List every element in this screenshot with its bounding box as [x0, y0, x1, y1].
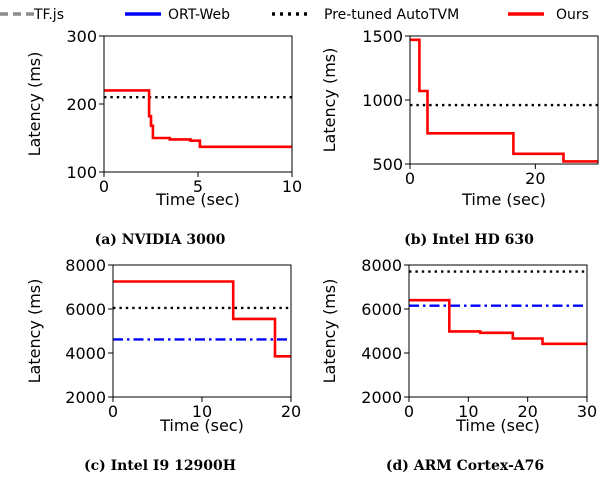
x-tick-label: 30	[577, 402, 597, 421]
y-tick-label: 100	[66, 163, 97, 182]
chart-panel-2: 500 1000 1500 0 20 Time (sec) Latency (ms) (b) …	[320, 27, 599, 248]
y-axis-label: Latency (ms)	[320, 48, 339, 153]
legend-label-pre-tuned-autotvm: Pre-tuned AutoTVM	[324, 7, 459, 23]
x-tick-label: 0	[108, 402, 118, 421]
plot-frame	[408, 264, 588, 398]
panel-caption: (c) Intel I9 12900H	[84, 458, 236, 474]
legend-label-tf-js: TF.js	[33, 7, 64, 23]
chart-panel-1: 100 200 300 0 5 10 Time (sec) Latency (ms) (a) N…	[25, 27, 302, 248]
series-group	[410, 38, 598, 163]
y-tick-label: 200	[66, 95, 97, 114]
panel-caption: (a) NVIDIA 3000	[95, 232, 226, 248]
panel-caption: (d) ARM Cortex-A76	[386, 458, 544, 474]
x-tick-label: 0	[404, 402, 414, 421]
y-tick-label: 8000	[361, 256, 402, 275]
legend-label-ort-web: ORT-Web	[168, 7, 230, 23]
y-tick-label: 6000	[65, 300, 106, 319]
x-tick-label: 0	[99, 177, 109, 196]
x-tick-label: 20	[281, 402, 301, 421]
chart-panel-3: 2000 4000 6000 8000 0 10 20 Time (sec) Latency (…	[25, 256, 301, 474]
y-axis-label: Latency (ms)	[320, 279, 339, 384]
x-tick-label: 5	[193, 177, 203, 196]
panel-caption: (b) Intel HD 630	[404, 232, 534, 248]
legend-entry-ours: Ours	[508, 7, 589, 23]
y-axis-label: Latency (ms)	[25, 279, 44, 384]
y-tick-label: 4000	[361, 344, 402, 363]
x-tick-label: 20	[525, 169, 545, 188]
x-tick-label: 20	[517, 402, 537, 421]
y-tick-label: 500	[372, 155, 403, 174]
chart-panel-4: 2000 4000 6000 8000 0 10 20 30 Time (sec) Latency…	[320, 256, 597, 474]
x-tick-label: 10	[282, 177, 302, 196]
y-tick-label: 2000	[65, 388, 106, 407]
series-group	[113, 280, 291, 358]
legend-entry-pre-tuned-autotvm: Pre-tuned AutoTVM	[272, 7, 459, 23]
series-line-ours	[410, 38, 598, 163]
y-tick-label: 1000	[362, 91, 403, 110]
y-axis-label: Latency (ms)	[25, 52, 44, 157]
x-tick-label: 10	[458, 402, 478, 421]
y-tick-label: 1500	[362, 27, 403, 46]
y-tick-label: 300	[66, 27, 97, 46]
x-axis-label: Time (sec)	[155, 190, 240, 209]
plot-frame	[103, 35, 293, 173]
series-group	[104, 89, 292, 149]
y-tick-label: 8000	[65, 256, 106, 275]
legend: TF.js ORT-Web Pre-tuned AutoTVM Ours	[0, 7, 589, 23]
x-axis-label: Time (sec)	[461, 190, 546, 209]
series-group	[409, 270, 587, 346]
x-axis-label: Time (sec)	[455, 416, 540, 435]
y-tick-label: 2000	[361, 388, 402, 407]
series-line-ours	[409, 298, 587, 346]
series-line-ours	[104, 89, 292, 149]
legend-entry-tf-js: TF.js	[0, 7, 64, 23]
legend-label-ours: Ours	[556, 7, 589, 23]
y-tick-label: 6000	[361, 300, 402, 319]
series-line-ours	[113, 280, 291, 358]
x-tick-label: 0	[405, 169, 415, 188]
y-tick-label: 4000	[65, 344, 106, 363]
plot-frame	[112, 264, 292, 398]
x-axis-label: Time (sec)	[159, 416, 244, 435]
plot-frame	[409, 35, 599, 165]
x-tick-label: 10	[192, 402, 212, 421]
legend-entry-ort-web: ORT-Web	[125, 7, 230, 23]
